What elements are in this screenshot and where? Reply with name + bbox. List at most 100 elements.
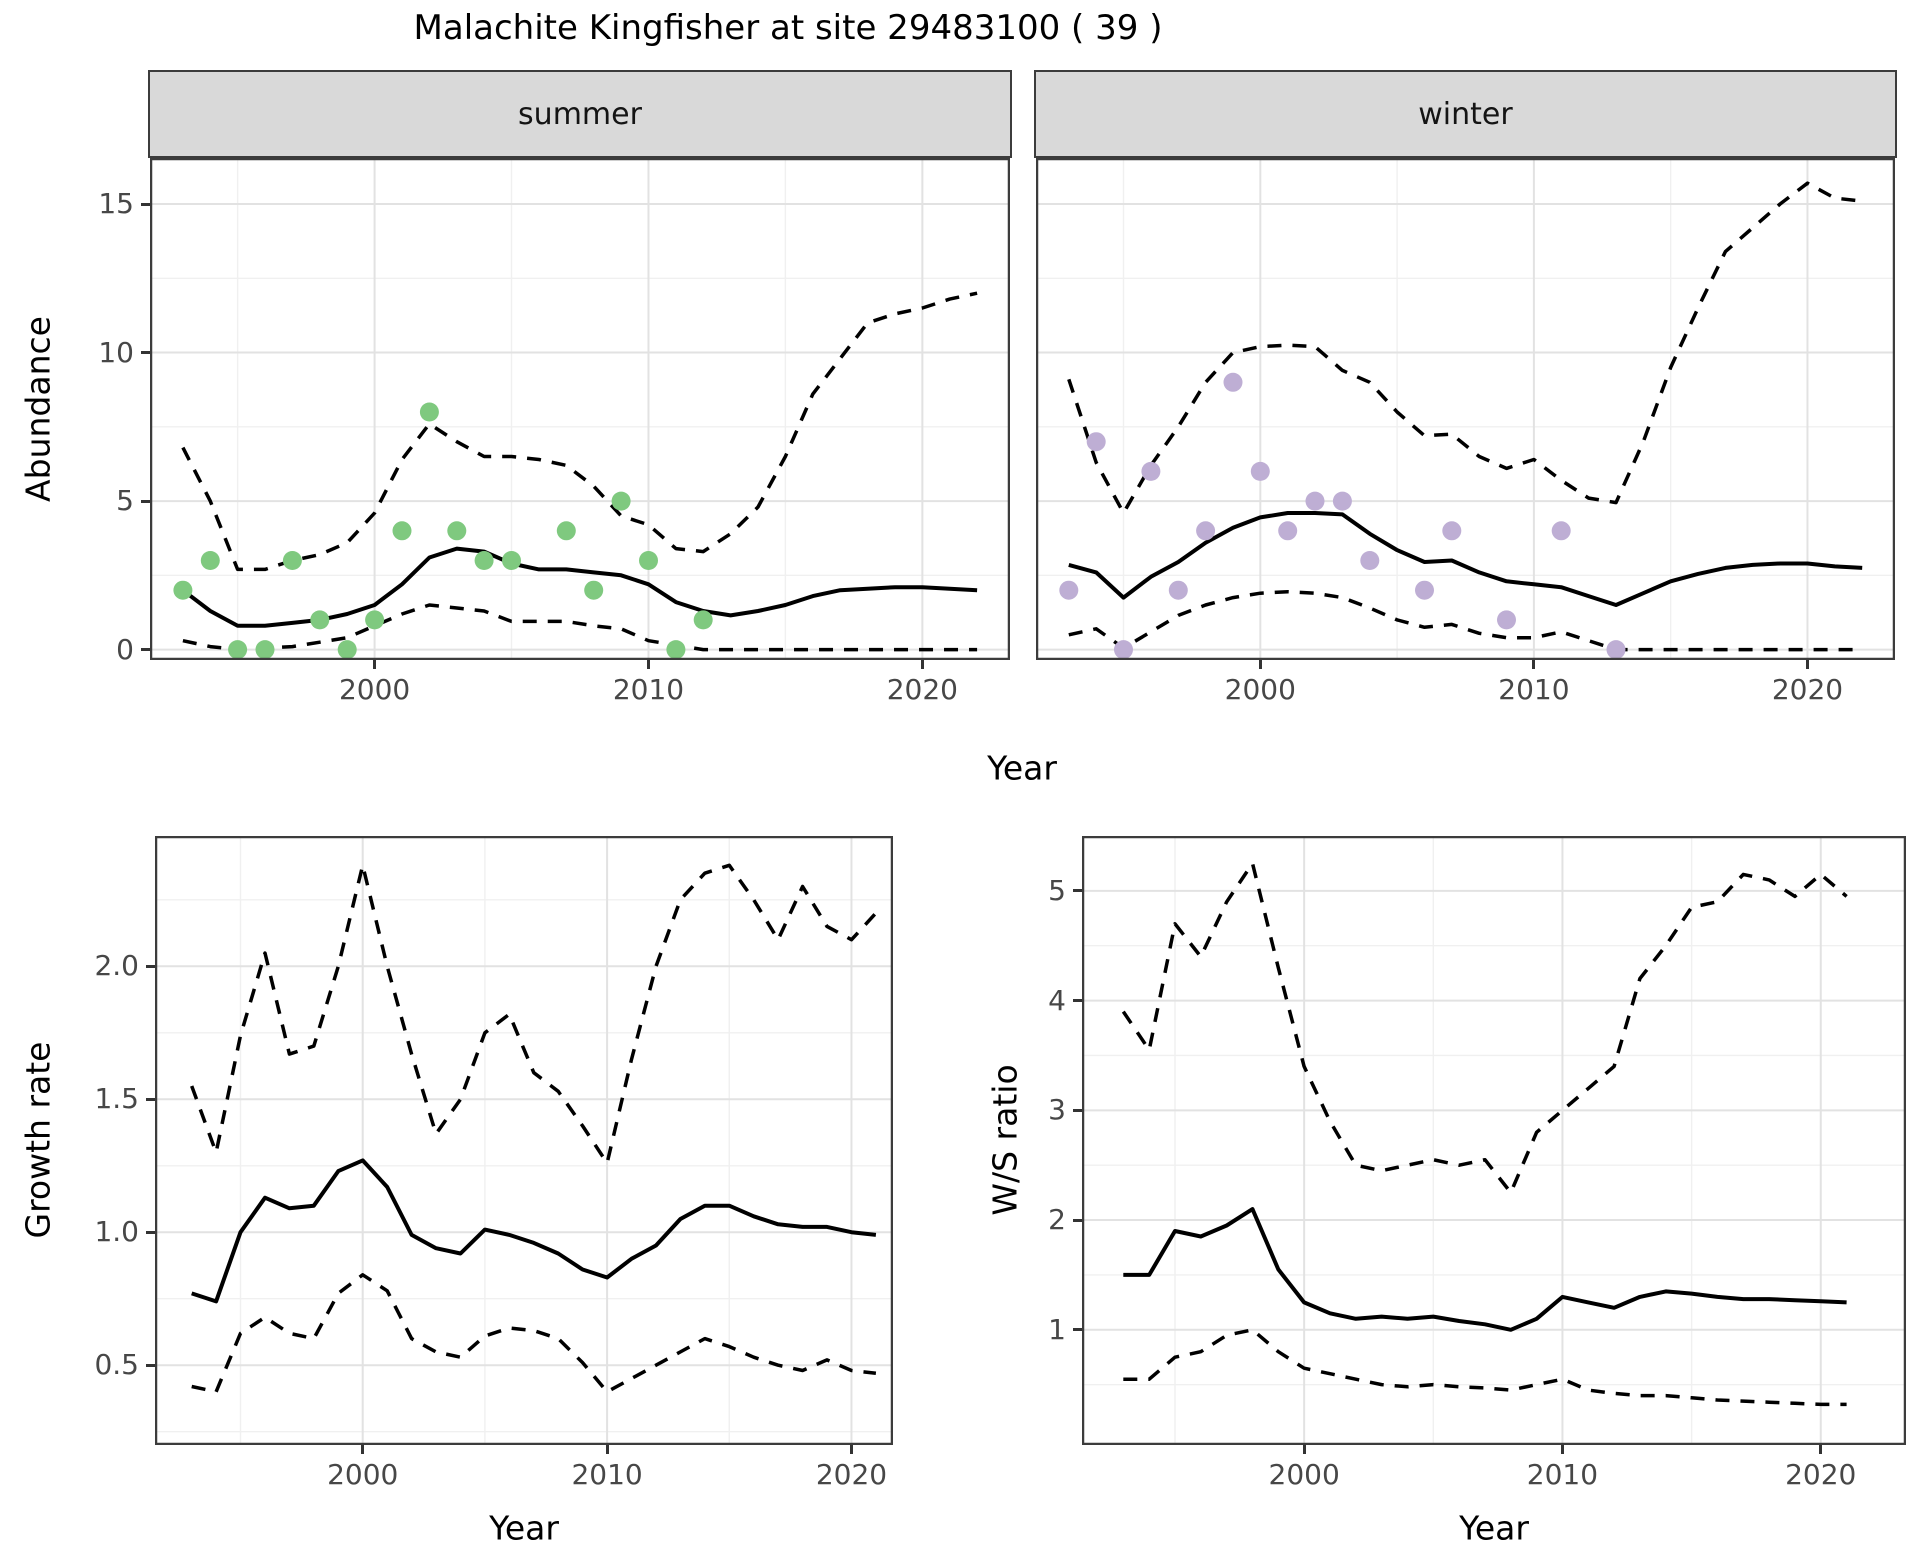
summer-abundance-observed-point	[693, 610, 713, 630]
summer-abundance-observed-point	[502, 551, 521, 570]
winter-abundance-observed-point	[1278, 521, 1298, 541]
x-tick-label: 2000	[1268, 1458, 1340, 1491]
x-tick-mark	[605, 1445, 609, 1454]
summer-abundance-observed-point	[474, 551, 494, 570]
summer-abundance-observed-point	[200, 551, 220, 570]
growth-rate-upper_ci-line	[190, 863, 878, 1165]
x-tick-mark	[1302, 1445, 1306, 1454]
x-tick-mark	[849, 1445, 853, 1454]
x-tick-mark	[1819, 1445, 1823, 1454]
x-tick-mark	[1560, 1445, 1564, 1454]
y-tick-label: 2	[1048, 1203, 1066, 1237]
x-tick-mark	[920, 660, 924, 669]
winter-abundance-plot	[1036, 158, 1895, 660]
winter-abundance-observed-point	[1168, 580, 1188, 600]
x-tick-label: 2000	[338, 673, 411, 706]
summer-abundance-observed-point	[611, 491, 631, 511]
winter-abundance-observed-point	[1442, 521, 1462, 541]
summer-abundance-observed-point	[666, 640, 686, 660]
summer-abundance-observed-point	[392, 521, 412, 541]
summer-abundance-observed-point	[310, 610, 330, 630]
y-tick-mark	[1073, 999, 1082, 1003]
winter-abundance-observed-point	[1305, 491, 1325, 511]
summer-abundance-observed-point	[419, 402, 439, 422]
winter-abundance-observed-point	[1606, 640, 1626, 660]
summer-abundance-observed-point	[337, 640, 357, 660]
x-tick-label: 2000	[327, 1458, 399, 1491]
winter-abundance-observed-point	[1086, 432, 1106, 452]
y-tick-label: 1.5	[94, 1082, 139, 1116]
winter-abundance-observed-point	[1415, 580, 1434, 600]
summer-abundance-observed-point	[639, 551, 658, 570]
x-tick-mark	[1805, 660, 1809, 669]
y-tick-label: 3	[1048, 1093, 1066, 1127]
x-tick-mark	[646, 660, 650, 669]
y-tick-mark	[1073, 1328, 1082, 1332]
x-tick-mark	[373, 660, 377, 669]
x-tick-mark	[1258, 660, 1262, 669]
ws-ratio-plot	[1082, 836, 1906, 1445]
summer-abundance-estimate-line	[181, 546, 978, 628]
x-tick-mark	[361, 1445, 365, 1454]
growth-rate-panel	[155, 836, 893, 1445]
facet-strip-winter-label: winter	[1418, 96, 1513, 132]
winter-abundance-observed-point	[1059, 580, 1079, 600]
y-tick-mark	[146, 1363, 155, 1367]
x-tick-label: 2020	[1771, 673, 1844, 706]
x-tick-label: 2010	[1526, 1458, 1599, 1491]
chart-title: Malachite Kingfisher at site 29483100 ( …	[413, 8, 1163, 48]
winter-abundance-observed-point	[1114, 640, 1133, 660]
growth-rate-plot	[155, 836, 893, 1445]
x-tick-label: 2010	[571, 1458, 643, 1491]
y-axis-label-growth-rate: Growth rate	[18, 1041, 58, 1239]
y-tick-mark	[1073, 1218, 1082, 1222]
y-tick-mark	[141, 351, 150, 355]
summer-abundance-panel	[150, 158, 1010, 660]
winter-abundance-estimate-line	[1068, 511, 1863, 607]
summer-abundance-observed-point	[584, 580, 604, 600]
summer-abundance-observed-point	[447, 521, 467, 541]
summer-abundance-observed-point	[255, 640, 275, 660]
summer-abundance-observed-point	[556, 521, 576, 541]
winter-abundance-observed-point	[1196, 521, 1216, 541]
growth-rate-lower_ci-line	[191, 1273, 877, 1394]
x-tick-label: 2010	[1498, 673, 1570, 706]
winter-abundance-observed-point	[1551, 521, 1571, 541]
y-tick-mark	[146, 1230, 155, 1234]
winter-abundance-observed-point	[1332, 491, 1352, 511]
summer-abundance-observed-point	[173, 580, 193, 600]
y-axis-label-ws-ratio: W/S ratio	[985, 1064, 1025, 1216]
winter-abundance-observed-point	[1223, 372, 1243, 392]
winter-abundance-observed-point	[1360, 551, 1380, 570]
y-tick-label: 5	[116, 484, 134, 518]
winter-abundance-panel	[1036, 158, 1895, 660]
y-tick-label: 15	[98, 187, 134, 221]
x-tick-mark	[1532, 660, 1536, 669]
y-tick-mark	[1073, 1108, 1082, 1112]
ws-ratio-estimate-line	[1123, 1207, 1847, 1332]
y-tick-mark	[141, 648, 150, 652]
ws-ratio-lower_ci-line	[1123, 1328, 1847, 1407]
y-axis-label-abundance: Abundance	[18, 316, 58, 502]
x-tick-label: 2010	[612, 673, 685, 706]
y-tick-label: 0	[116, 632, 134, 666]
y-tick-mark	[146, 1097, 155, 1101]
y-tick-label: 0.5	[94, 1348, 139, 1382]
x-tick-label: 2020	[886, 673, 958, 706]
x-tick-label: 2000	[1224, 673, 1296, 706]
ws-ratio-upper_ci-line	[1121, 861, 1848, 1195]
x-tick-label: 2020	[1785, 1458, 1857, 1491]
x-axis-label-year-growth: Year	[489, 1508, 559, 1548]
y-tick-label: 2.0	[94, 949, 139, 983]
x-tick-label: 2020	[815, 1458, 888, 1491]
y-tick-mark	[146, 964, 155, 968]
summer-abundance-plot	[150, 158, 1010, 660]
winter-abundance-lower_ci-line	[1068, 589, 1863, 652]
y-tick-label: 4	[1048, 983, 1066, 1017]
summer-abundance-lower_ci-line	[182, 603, 978, 652]
ws-ratio-panel	[1082, 836, 1906, 1445]
summer-abundance-upper_ci-line	[181, 291, 978, 572]
y-tick-label: 5	[1048, 873, 1066, 907]
summer-abundance-observed-point	[282, 551, 302, 570]
